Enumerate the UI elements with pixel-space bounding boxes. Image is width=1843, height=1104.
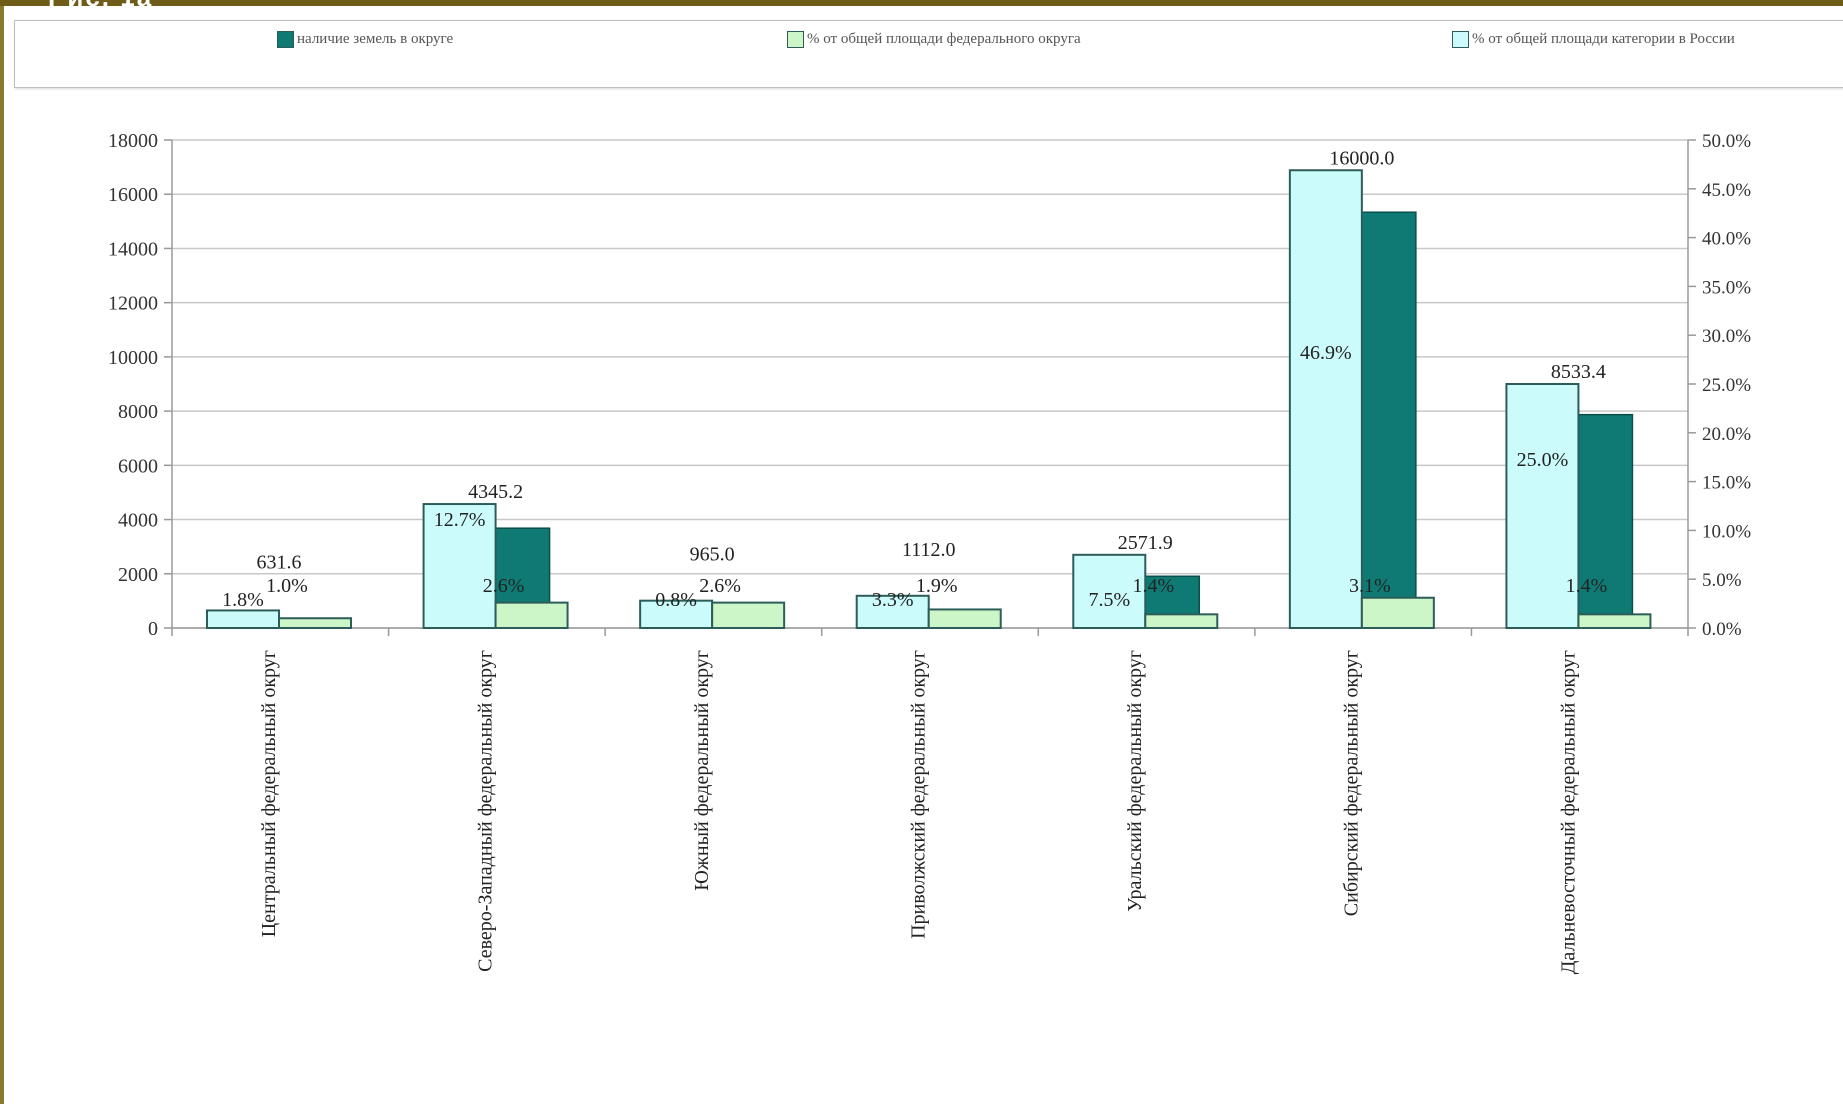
data-label-pct-russia: 46.9%: [1300, 342, 1352, 364]
bar-land-area: [1577, 413, 1634, 629]
data-label-land-area: 2571.9: [1118, 532, 1173, 554]
data-label-pct-russia: 0.8%: [655, 589, 697, 611]
y-right-tick-label: 45.0%: [1702, 180, 1751, 201]
y-left-tick-label: 4000: [118, 510, 158, 532]
legend-label-land-area: наличие земель в округе: [297, 31, 454, 47]
y-left-tick-label: 14000: [108, 238, 158, 260]
x-tick-label: Дальневосточный федеральный округ: [1557, 650, 1579, 974]
data-label-pct-russia: 12.7%: [434, 509, 486, 531]
y-right-tick-label: 15.0%: [1702, 473, 1751, 494]
y-right-tick-label: 5.0%: [1702, 570, 1742, 591]
bar-pct-district: [1577, 613, 1652, 629]
data-label-land-area: 8533.4: [1551, 361, 1606, 383]
data-label-pct-district: 2.6%: [699, 575, 741, 597]
legend-label-pct-russia: % от общей площади категории в России: [1472, 31, 1735, 47]
y-left-tick-label: 8000: [118, 401, 158, 423]
legend-swatch-pct-district: [787, 31, 804, 48]
data-label-land-area: 4345.2: [468, 481, 523, 503]
bar-pct-district: [278, 617, 352, 629]
legend-swatch-pct-russia: [1452, 31, 1469, 48]
y-right-tick-label: 30.0%: [1702, 326, 1751, 347]
chart-legend: наличие земель в округе % от общей площа…: [14, 20, 1843, 88]
data-label-pct-russia: 25.0%: [1517, 449, 1569, 471]
x-tick-label: Южный федеральный округ: [691, 650, 713, 891]
y-left-tick-label: 2000: [118, 564, 158, 586]
bar-pct-russia: [1288, 169, 1363, 629]
x-tick-label: Сибирский федеральный округ: [1341, 650, 1363, 916]
bar-pct-russia: [1072, 553, 1147, 629]
legend-label-pct-district: % от общей площади федерального округа: [807, 31, 1081, 47]
data-label-land-area: 1112.0: [902, 539, 956, 561]
y-right-tick-label: 35.0%: [1702, 277, 1751, 298]
y-right-tick-label: 20.0%: [1702, 424, 1751, 445]
x-tick-label: Северо-Западный федеральный округ: [474, 650, 496, 972]
x-tick-label: Приволжский федеральный округ: [908, 650, 930, 939]
legend-swatch-land-area: [277, 31, 294, 48]
data-label-pct-russia: 3.3%: [872, 589, 914, 611]
bar-pct-district: [1144, 613, 1219, 629]
bar-pct-russia: [206, 609, 280, 630]
data-label-pct-district: 1.4%: [1566, 575, 1608, 597]
y-left-tick-label: 16000: [108, 184, 158, 206]
y-right-tick-label: 50.0%: [1702, 131, 1751, 152]
bar-pct-district: [494, 601, 569, 630]
y-left-tick-label: 0: [148, 618, 158, 640]
bar-pct-russia: [855, 594, 930, 629]
bar-land-area: [1361, 211, 1417, 629]
data-label-land-area: 965.0: [690, 544, 735, 566]
legend-item-pct-district: % от общей площади федерального округа: [787, 31, 1081, 48]
y-right-tick-label: 40.0%: [1702, 229, 1751, 250]
data-label-land-area: 16000.0: [1329, 147, 1394, 169]
legend-item-pct-russia: % от общей площади категории в России: [1452, 31, 1735, 48]
bar-pct-russia: [422, 503, 497, 630]
bar-pct-russia: [1505, 383, 1580, 629]
y-left-tick-label: 12000: [108, 293, 158, 315]
y-left-tick-label: 6000: [118, 455, 158, 477]
y-right-tick-label: 25.0%: [1702, 375, 1751, 396]
bar-pct-district: [1360, 596, 1435, 630]
data-label-pct-district: 3.1%: [1349, 575, 1391, 597]
y-right-tick-label: 0.0%: [1702, 619, 1742, 640]
x-tick-label: Центральный федеральный округ: [258, 650, 280, 937]
y-left-tick-label: 18000: [108, 130, 158, 152]
data-label-pct-russia: 1.8%: [222, 589, 264, 611]
x-tick-label: Уральский федеральный округ: [1124, 650, 1146, 912]
bar-pct-russia: [639, 599, 714, 629]
legend-item-land-area: наличие земель в округе: [277, 31, 453, 48]
data-label-pct-russia: 7.5%: [1088, 589, 1130, 611]
window-top-strip: [0, 0, 1843, 6]
data-label-pct-district: 1.0%: [266, 575, 308, 597]
y-left-tick-label: 10000: [108, 347, 158, 369]
y-right-tick-label: 10.0%: [1702, 521, 1751, 542]
data-label-land-area: 631.6: [257, 551, 302, 573]
data-label-pct-district: 1.4%: [1132, 575, 1174, 597]
data-label-pct-district: 2.6%: [483, 575, 525, 597]
data-label-pct-district: 1.9%: [916, 575, 958, 597]
bar-pct-district: [711, 601, 786, 630]
bar-pct-district: [927, 608, 1002, 629]
